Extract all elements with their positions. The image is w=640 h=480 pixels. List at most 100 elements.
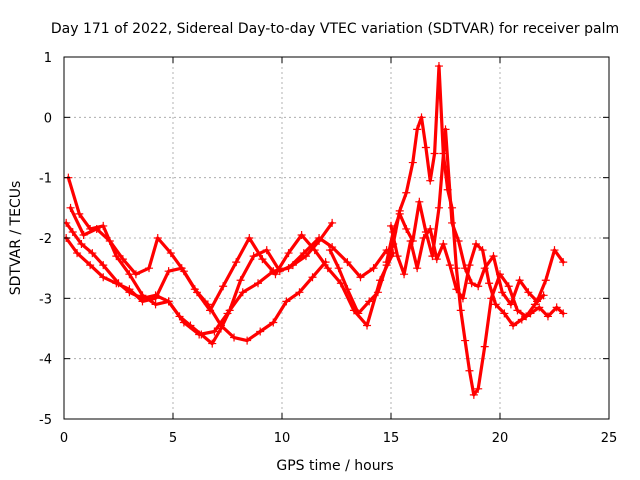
data-point [343, 285, 352, 294]
data-point [236, 276, 245, 285]
data-point [334, 264, 343, 273]
data-point [445, 261, 454, 270]
data-point [469, 390, 478, 399]
data-point [524, 288, 533, 297]
data-point [485, 279, 494, 288]
data-point [310, 246, 319, 255]
series-track-5 [325, 62, 548, 399]
x-tick-label: 25 [601, 431, 618, 446]
data-point [402, 188, 411, 197]
data-point [262, 246, 271, 255]
tick-labels: 0 5 10 15 20 25 -5 -4 -3 -2 -1 0 1 [39, 51, 617, 446]
data-point [86, 261, 95, 270]
data-point [258, 255, 267, 264]
y-axis-label: SDTVAR / TECUs [8, 181, 24, 296]
data-point [373, 288, 382, 297]
data-point [271, 270, 280, 279]
data-point [363, 321, 372, 330]
data-point [474, 384, 483, 393]
x-tick-label: 5 [169, 431, 177, 446]
data-point [439, 240, 448, 249]
data-point [105, 237, 114, 246]
data-point [153, 234, 162, 242]
data-point [256, 327, 265, 336]
data-point [206, 306, 215, 315]
data-point [465, 366, 474, 375]
data-point [509, 321, 518, 330]
data-point [164, 297, 173, 306]
data-point [406, 237, 415, 246]
data-point [430, 149, 439, 158]
data-point [88, 249, 97, 258]
data-point [491, 300, 500, 309]
data-point [387, 221, 395, 230]
data-point [526, 309, 535, 318]
data-point [478, 246, 487, 255]
x-tick-label: 15 [383, 431, 400, 446]
data-point [66, 203, 75, 212]
data-point [295, 288, 304, 297]
data-point [284, 249, 293, 258]
data-point [393, 252, 402, 261]
data-point [328, 218, 337, 227]
data-point [535, 303, 544, 312]
data-point [369, 264, 378, 273]
data-point [315, 237, 324, 246]
data-point [79, 230, 88, 239]
data-point [472, 240, 481, 249]
data-point [465, 261, 474, 270]
data-point [73, 249, 82, 258]
data-point [498, 288, 507, 297]
data-point [533, 297, 542, 306]
series-line [389, 224, 565, 328]
data-point [166, 249, 175, 258]
data-point [515, 276, 524, 285]
data-point [480, 342, 489, 351]
data-point [517, 315, 526, 324]
data-point [354, 309, 363, 318]
data-point [186, 321, 195, 330]
data-point [550, 246, 559, 255]
series-line [328, 64, 546, 397]
data-point [145, 264, 154, 273]
data-point [99, 221, 108, 230]
series-track-6 [382, 125, 568, 309]
data-point [254, 279, 263, 288]
data-point [243, 336, 252, 345]
data-point [458, 294, 467, 303]
data-point [513, 306, 522, 315]
data-point [297, 230, 306, 239]
data-point [269, 318, 278, 327]
data-point [356, 273, 365, 282]
data-point [419, 234, 428, 242]
data-point [415, 197, 424, 206]
data-point [118, 255, 127, 264]
data-point [151, 300, 160, 309]
data-point [426, 224, 435, 233]
grid [64, 57, 609, 419]
data-point [175, 312, 184, 321]
data-point [452, 285, 461, 294]
data-point [467, 279, 476, 288]
data-point [232, 258, 241, 267]
data-point [68, 227, 77, 236]
x-axis-label: GPS time / hours [276, 458, 393, 474]
y-tick-label: -4 [39, 353, 52, 368]
series-line [68, 206, 395, 328]
data-point [138, 291, 147, 300]
data-point [382, 258, 391, 267]
series-track-4 [66, 203, 398, 330]
chart-title: Day 171 of 2022, Sidereal Day-to-day VTE… [51, 21, 619, 37]
series-track-7 [387, 221, 568, 330]
data-point [308, 273, 317, 282]
data-point [77, 240, 86, 249]
y-tick-label: -2 [39, 232, 52, 247]
data-point [225, 306, 234, 315]
data-point [249, 252, 258, 261]
data-point [413, 125, 422, 134]
data-point [288, 261, 297, 270]
data-point [245, 234, 254, 242]
data-point [365, 297, 374, 306]
data-point [559, 258, 568, 267]
